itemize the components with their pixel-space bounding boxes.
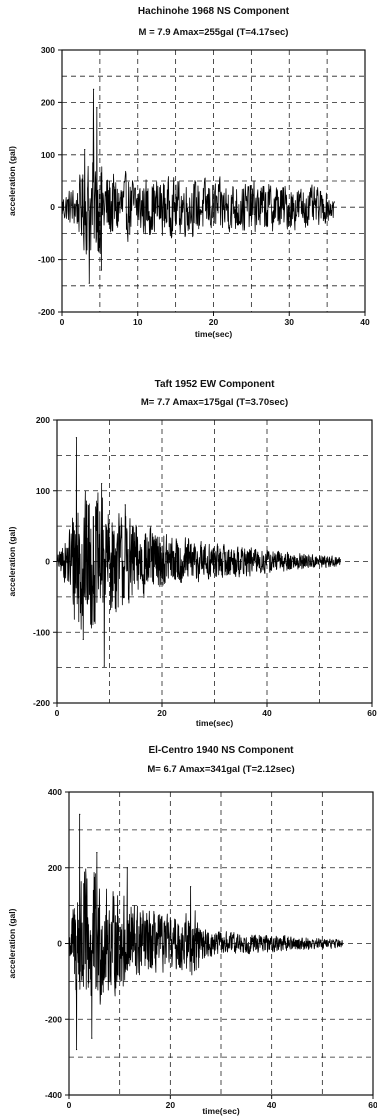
x-tick-label: 0 [67, 1100, 72, 1110]
peak-point [100, 269, 102, 271]
x-tick-label: 30 [285, 317, 295, 327]
x-tick-label: 60 [367, 708, 377, 718]
peak-point [88, 282, 90, 284]
peak-point [84, 148, 86, 151]
peak-point [103, 665, 105, 667]
y-tick-label: -100 [33, 627, 50, 637]
peak-point [91, 1037, 93, 1039]
x-axis-label: time(sec) [202, 1106, 239, 1116]
y-axis-label: acceleration (gal) [7, 526, 17, 596]
chart-subtitle: M= 7.7 Amax=175gal (T=3.70sec) [141, 397, 288, 408]
y-tick-label: 300 [41, 45, 55, 55]
peak-point [101, 483, 103, 485]
y-tick-label: -200 [45, 1014, 62, 1024]
x-tick-label: 60 [368, 1100, 377, 1110]
peak-point [82, 638, 84, 640]
acceleration-series-line [68, 813, 343, 1050]
x-tick-label: 20 [157, 708, 167, 718]
x-axis-label: time(sec) [196, 718, 233, 728]
acceleration-series-line [61, 88, 336, 284]
chart-subtitle: M= 6.7 Amax=341gal (T=2.12sec) [147, 764, 294, 775]
y-tick-label: 400 [48, 787, 62, 797]
y-tick-label: -400 [45, 1090, 62, 1100]
y-tick-label: -200 [38, 307, 55, 317]
x-axis-label: time(sec) [195, 329, 232, 339]
peak-point [96, 107, 98, 109]
x-tick-label: 0 [60, 317, 65, 327]
y-tick-label: 0 [50, 202, 55, 212]
y-tick-label: -100 [38, 255, 55, 265]
peak-point [190, 886, 192, 888]
chart-title: El-Centro 1940 NS Component [148, 745, 294, 756]
peak-point [75, 437, 78, 439]
y-tick-label: 200 [36, 415, 50, 425]
chart-title: Taft 1952 EW Component [155, 379, 275, 390]
y-tick-label: 200 [41, 97, 55, 107]
y-axis-label: acceleration (gal) [7, 908, 17, 978]
x-tick-label: 40 [262, 708, 272, 718]
x-tick-label: 40 [267, 1100, 277, 1110]
x-tick-label: 20 [209, 317, 219, 327]
peak-point [76, 1048, 78, 1051]
x-tick-label: 40 [360, 317, 370, 327]
el-centro-chart: El-Centro 1940 NS Component M= 6.7 Amax=3… [7, 745, 377, 1116]
hachinohe-chart: Hachinohe 1968 NS Component M = 7.9 Amax=… [7, 6, 370, 339]
y-tick-label: 200 [48, 863, 62, 873]
peak-point [126, 867, 128, 869]
y-tick-label: 100 [41, 150, 55, 160]
y-tick-label: -200 [33, 698, 50, 708]
x-tick-label: 20 [166, 1100, 176, 1110]
y-axis-label: acceleration (gal) [7, 146, 17, 216]
peak-point [79, 813, 81, 815]
chart-subtitle: M = 7.9 Amax=255gal (T=4.17sec) [139, 27, 289, 38]
y-tick-label: 0 [57, 939, 62, 949]
peak-point [92, 88, 95, 90]
acceleration-series-line [56, 437, 341, 667]
chart-title: Hachinohe 1968 NS Component [138, 6, 290, 17]
x-tick-label: 0 [55, 708, 60, 718]
y-tick-label: 0 [45, 557, 50, 567]
taft-chart: Taft 1952 EW Component M= 7.7 Amax=175gal… [7, 379, 377, 728]
peak-point [96, 852, 98, 854]
peak-point [124, 504, 126, 506]
x-tick-label: 10 [133, 317, 143, 327]
y-tick-label: 100 [36, 486, 50, 496]
